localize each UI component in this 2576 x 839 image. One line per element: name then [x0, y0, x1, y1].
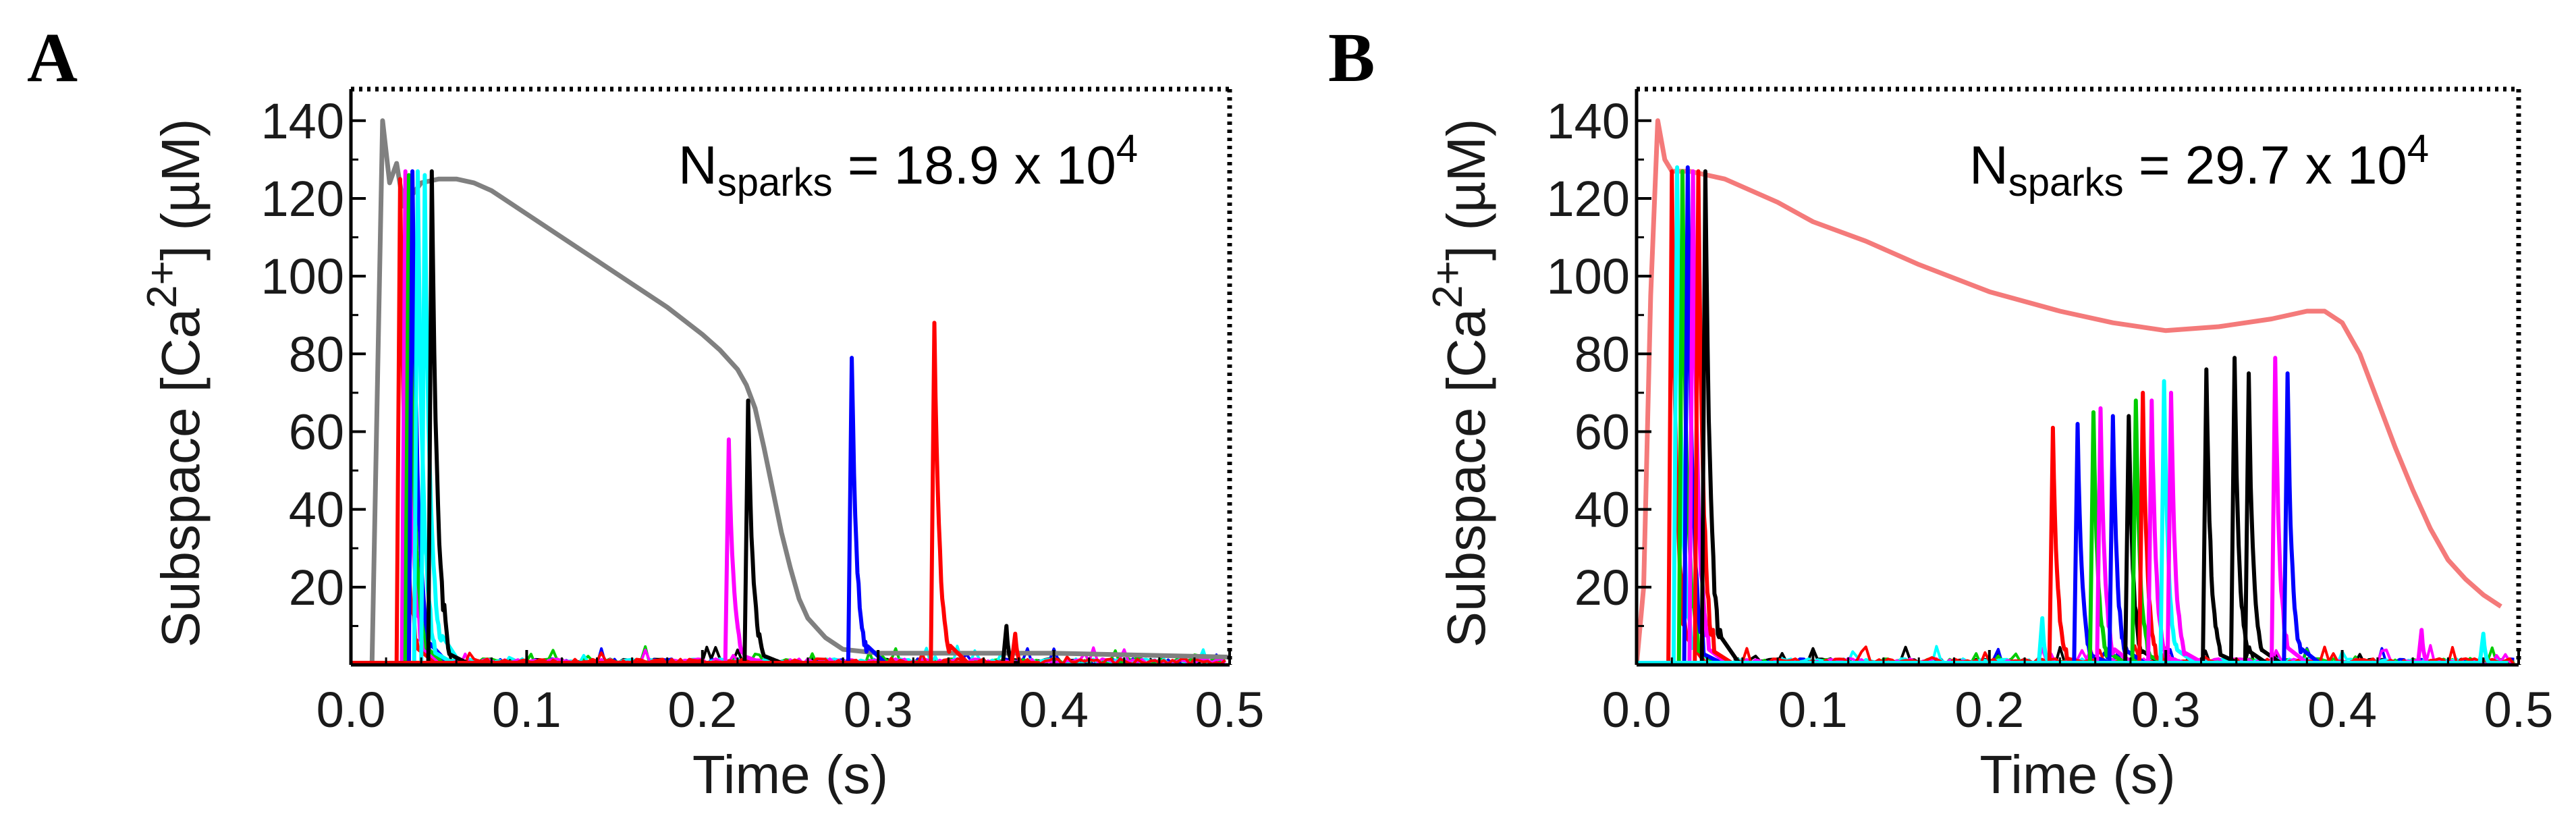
y-axis-title-prefix: Subspace [Ca — [150, 308, 211, 647]
y-tick-label: 80 — [289, 326, 344, 382]
x-tick-label: 0.1 — [1778, 682, 1848, 738]
spark-trace — [1637, 367, 2239, 665]
spark-trace — [1637, 356, 2309, 665]
spark-trace — [351, 173, 462, 665]
x-tick-label: 0.2 — [667, 682, 737, 738]
x-tick-label: 0.2 — [1954, 682, 2024, 738]
y-tick-label: 120 — [1547, 171, 1630, 227]
x-tick-label: 0.3 — [844, 682, 913, 738]
spark-trace — [351, 169, 454, 665]
x-axis-title: Time (s) — [692, 745, 888, 805]
y-axis-title-suffix: ] (µM) — [150, 119, 211, 261]
y-tick-label: 100 — [1547, 248, 1630, 304]
average-trace — [1637, 118, 2502, 665]
spark-trace — [351, 356, 887, 665]
nsparks-exponent: 4 — [1116, 127, 1138, 171]
x-tick-label: 0.1 — [492, 682, 561, 738]
y-tick-label: 60 — [1574, 404, 1630, 460]
x-tick-label: 0.0 — [1602, 682, 1672, 738]
y-tick-label: 40 — [1574, 482, 1630, 538]
chart-panel-a: A 0.0 0.1 0.2 0.3 0.4 0.5 20 40 60 80 100 120 140 Time… — [27, 19, 1264, 805]
spark-trace — [1637, 406, 2134, 665]
spark-trace — [1637, 425, 2085, 665]
panel-label: B — [1328, 19, 1375, 97]
nsparks-annotation: Nsparks = 18.9 x 104 — [678, 127, 1138, 205]
nsparks-value: = 18.9 x 10 — [833, 135, 1116, 195]
y-axis-title-superscript: 2+ — [139, 261, 186, 308]
spark-trace — [1637, 410, 2127, 665]
spark-trace — [1637, 379, 2197, 665]
y-axis-title-superscript: 2+ — [1425, 261, 1471, 308]
y-tick-label: 20 — [1574, 560, 1630, 616]
spark-trace — [1637, 169, 1733, 665]
spark-trace — [351, 321, 970, 665]
x-axis-title: Time (s) — [1979, 745, 2175, 805]
spark-trace — [1637, 169, 1728, 665]
y-tick-label: 60 — [289, 404, 344, 460]
y-tick-label: 20 — [289, 560, 344, 616]
x-tick-label: 0.5 — [2484, 682, 2554, 738]
y-tick-label: 120 — [261, 171, 344, 227]
nsparks-subscript: sparks — [2008, 161, 2124, 205]
chart-panel-b: B 0.0 0.1 0.2 0.3 0.4 0.5 20 40 60 80 100 120 140 Time… — [1328, 19, 2553, 805]
nsparks-symbol: N — [678, 135, 717, 195]
x-tick-label: 0.3 — [2131, 682, 2201, 738]
traces — [1637, 118, 2516, 665]
panel-label: A — [27, 19, 78, 97]
spark-trace — [1637, 371, 2282, 665]
spark-trace — [1637, 390, 2204, 665]
y-axis-title: Subspace [Ca2+] (µM) — [1425, 119, 1496, 648]
nsparks-exponent: 4 — [2407, 127, 2429, 171]
y-tick-label: 140 — [261, 93, 344, 149]
spark-trace — [1637, 371, 2321, 665]
y-tick-label: 80 — [1574, 326, 1630, 382]
y-tick-label: 100 — [261, 248, 344, 304]
nsparks-value: = 29.7 x 10 — [2124, 135, 2407, 195]
traces — [351, 118, 1230, 665]
y-axis-title-prefix: Subspace [Ca — [1436, 308, 1496, 647]
x-tick-label: 0.0 — [317, 682, 386, 738]
y-tick-label: 40 — [289, 482, 344, 538]
nsparks-subscript: sparks — [717, 161, 833, 205]
spark-trace — [1637, 631, 2509, 665]
spark-trace — [1637, 398, 2185, 665]
y-axis-title-suffix: ] (µM) — [1436, 119, 1496, 261]
spark-trace — [351, 169, 468, 665]
spark-trace — [351, 398, 783, 665]
spark-trace — [1637, 169, 1741, 665]
nsparks-symbol: N — [1969, 135, 2008, 195]
x-tick-label: 0.4 — [1019, 682, 1089, 738]
y-axis-title: Subspace [Ca2+] (µM) — [139, 119, 211, 648]
y-tick-label: 140 — [1547, 93, 1630, 149]
x-tick-label: 0.4 — [2307, 682, 2377, 738]
nsparks-annotation: Nsparks = 29.7 x 104 — [1969, 127, 2429, 205]
spark-trace — [351, 437, 763, 665]
x-tick-label: 0.5 — [1195, 682, 1265, 738]
